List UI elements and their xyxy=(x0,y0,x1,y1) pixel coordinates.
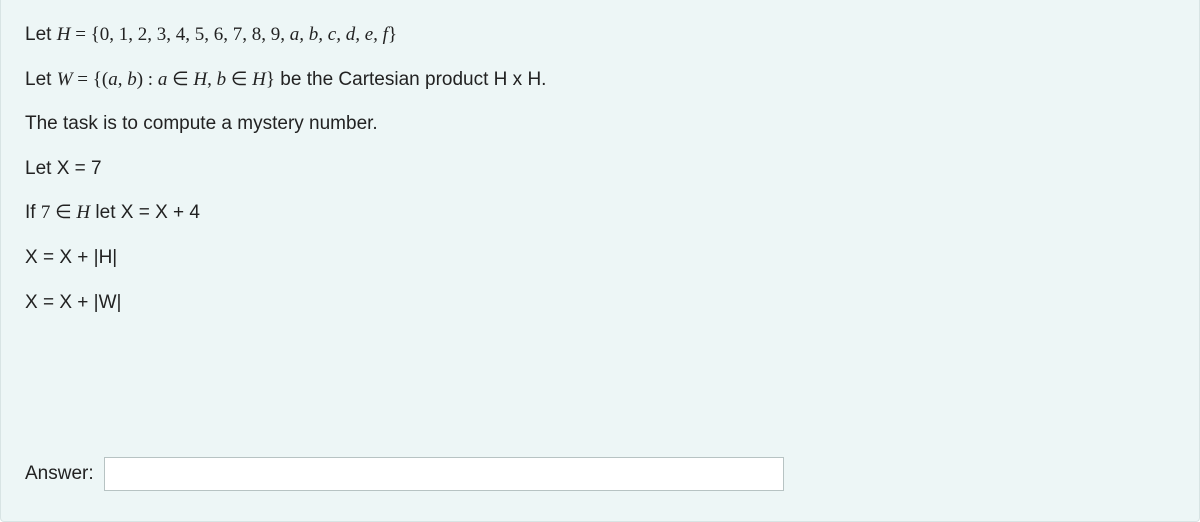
text: Let xyxy=(25,24,57,45)
in-symbol: ∈ xyxy=(167,69,193,90)
equals: = xyxy=(73,69,93,90)
in-symbol2: ∈ xyxy=(226,69,252,90)
var-H: H xyxy=(76,202,90,223)
seven: 7 xyxy=(41,202,51,223)
set-nums: 0, 1, 2, 3, 4, 5, 6, 7, 8, 9, xyxy=(100,24,290,45)
comma: , xyxy=(118,69,128,90)
colon: ) : xyxy=(137,69,158,90)
line-define-W: Let W = {(a, b) : a ∈ H, b ∈ H} be the C… xyxy=(25,67,1175,94)
var-H: H xyxy=(57,24,71,45)
line-define-H: Let H = {0, 1, 2, 3, 4, 5, 6, 7, 8, 9, a… xyxy=(25,22,1175,49)
line-add-H: X = X + |H| xyxy=(25,245,1175,272)
set-open: { xyxy=(91,24,100,45)
var-a2: a xyxy=(158,69,168,90)
equals: = xyxy=(70,24,90,45)
text-if: If xyxy=(25,202,41,223)
in-symbol: ∈ xyxy=(50,202,76,223)
var-b2: b xyxy=(217,69,227,90)
line-task: The task is to compute a mystery number. xyxy=(25,111,1175,138)
var-a: a xyxy=(108,69,118,90)
brace-open: {( xyxy=(93,69,108,90)
set-close: } xyxy=(388,24,397,45)
var-H1: H xyxy=(193,69,207,90)
answer-input[interactable] xyxy=(104,457,784,491)
text-suffix: let X = X + 4 xyxy=(90,202,200,223)
line-let-x: Let X = 7 xyxy=(25,156,1175,183)
comma2: , xyxy=(207,69,217,90)
var-b: b xyxy=(127,69,137,90)
line-if: If 7 ∈ H let X = X + 4 xyxy=(25,200,1175,227)
line-add-W: X = X + |W| xyxy=(25,290,1175,317)
text: Let xyxy=(25,69,57,90)
question-panel: Let H = {0, 1, 2, 3, 4, 5, 6, 7, 8, 9, a… xyxy=(0,0,1200,522)
answer-row: Answer: xyxy=(25,457,784,491)
set-letters: a, b, c, d, e, f xyxy=(290,24,388,45)
var-H2: H xyxy=(252,69,266,90)
brace-close: } xyxy=(266,69,275,90)
answer-label: Answer: xyxy=(25,463,94,485)
text-suffix: be the Cartesian product H x H. xyxy=(275,69,546,90)
var-W: W xyxy=(57,69,73,90)
